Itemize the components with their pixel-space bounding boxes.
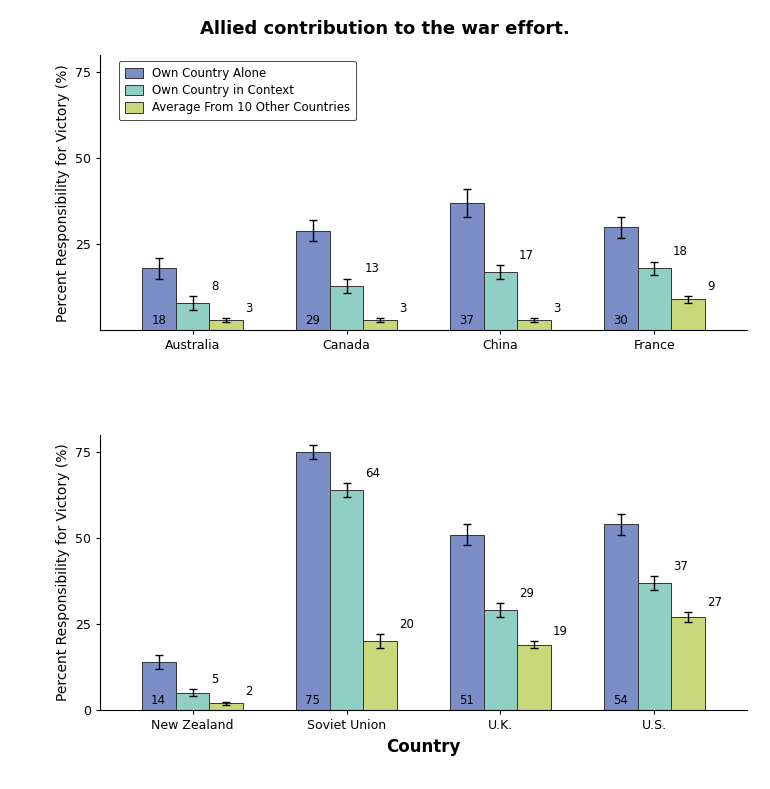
Text: 27: 27	[707, 596, 722, 608]
Bar	[296, 230, 330, 331]
Bar	[484, 611, 517, 710]
Y-axis label: Percent Responsibility for Victory (%): Percent Responsibility for Victory (%)	[55, 64, 69, 322]
Bar	[638, 583, 671, 710]
Bar	[296, 452, 330, 710]
Bar	[363, 641, 397, 710]
Bar	[176, 693, 209, 710]
Text: 18: 18	[151, 314, 166, 327]
Text: 13: 13	[365, 263, 380, 275]
Text: 29: 29	[305, 314, 320, 327]
Bar	[330, 490, 363, 710]
Bar	[604, 525, 638, 710]
Bar	[142, 662, 176, 710]
Bar	[671, 300, 705, 331]
Text: 37: 37	[459, 314, 474, 327]
Bar	[330, 286, 363, 331]
Text: 37: 37	[673, 559, 688, 573]
Text: 18: 18	[673, 245, 688, 258]
Text: 2: 2	[245, 685, 253, 698]
Bar	[484, 272, 517, 331]
Text: 51: 51	[459, 694, 474, 707]
Y-axis label: Percent Responsibility for Victory (%): Percent Responsibility for Victory (%)	[55, 443, 69, 701]
Text: 3: 3	[245, 302, 253, 315]
Text: 64: 64	[365, 466, 380, 480]
Text: 9: 9	[707, 279, 715, 293]
Text: 75: 75	[305, 694, 320, 707]
Text: 30: 30	[613, 314, 628, 327]
Bar	[209, 320, 243, 331]
Text: 54: 54	[613, 694, 628, 707]
Bar	[142, 268, 176, 331]
Bar	[517, 645, 551, 710]
Text: 3: 3	[553, 302, 561, 315]
Text: 8: 8	[211, 279, 219, 293]
Bar	[209, 703, 243, 710]
Text: 20: 20	[399, 618, 414, 631]
X-axis label: Country: Country	[387, 738, 460, 756]
Text: 19: 19	[553, 625, 568, 638]
Text: 17: 17	[519, 249, 534, 262]
Bar	[671, 617, 705, 710]
Bar	[604, 227, 638, 331]
Text: 5: 5	[211, 673, 219, 686]
Bar	[450, 535, 484, 710]
Text: 29: 29	[519, 587, 534, 600]
Text: 3: 3	[399, 302, 407, 315]
Legend: Own Country Alone, Own Country in Context, Average From 10 Other Countries: Own Country Alone, Own Country in Contex…	[119, 61, 356, 120]
Bar	[363, 320, 397, 331]
Bar	[450, 203, 484, 331]
Bar	[517, 320, 551, 331]
Bar	[176, 303, 209, 331]
Text: 14: 14	[151, 694, 166, 707]
Bar	[638, 268, 671, 331]
Text: Allied contribution to the war effort.: Allied contribution to the war effort.	[200, 20, 570, 38]
